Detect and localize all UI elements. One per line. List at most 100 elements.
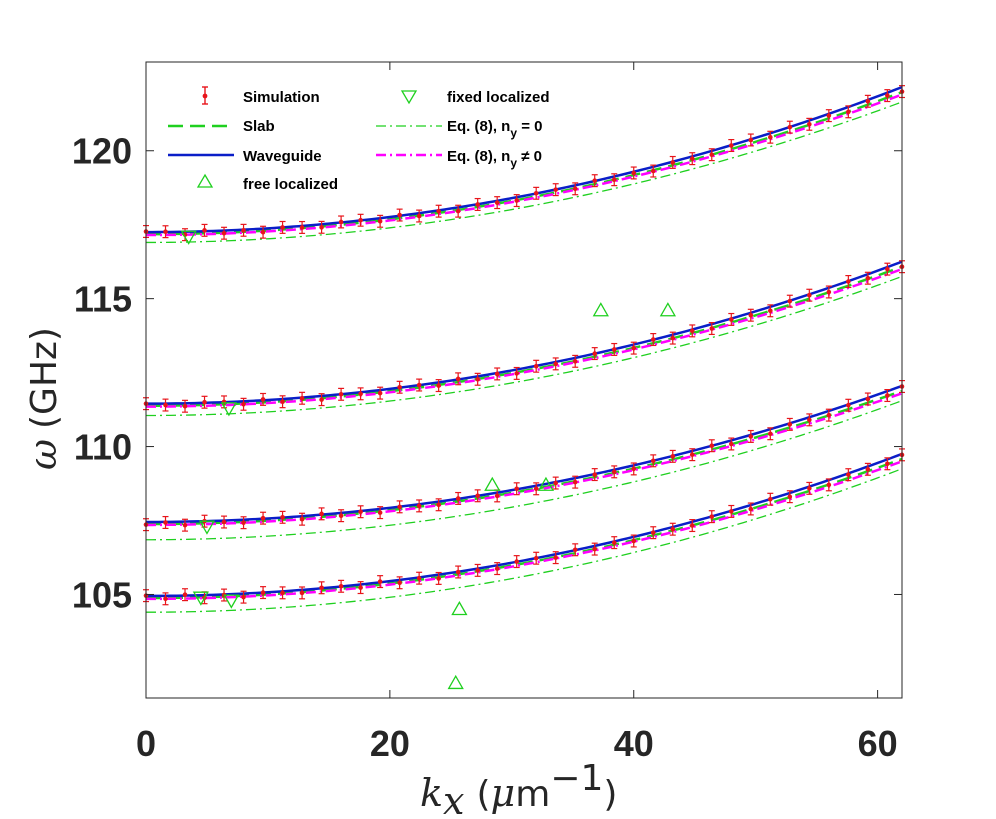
x-axis-var: k bbox=[420, 771, 443, 815]
x-axis-close: ) bbox=[603, 774, 617, 815]
simulation-point bbox=[455, 208, 461, 214]
simulation-point bbox=[807, 417, 812, 423]
curves-layer bbox=[145, 85, 903, 613]
y-tick-label: 120 bbox=[72, 131, 132, 172]
curve-eq8-nyne0-branch-4 bbox=[145, 93, 903, 237]
simulation-point bbox=[748, 312, 754, 318]
simulation-point bbox=[455, 569, 461, 575]
curve-waveguide-branch-4 bbox=[145, 85, 903, 234]
simulation-point bbox=[260, 590, 266, 595]
simulation-point bbox=[358, 509, 363, 515]
curve-eq8-nyne0-branch-3 bbox=[145, 267, 903, 408]
simulation-point bbox=[338, 583, 344, 589]
simulation-point bbox=[553, 361, 559, 367]
curve-eq8-ny0-branch-1 bbox=[145, 468, 903, 613]
free-localized-marker bbox=[592, 302, 609, 317]
legend-label-waveguide: Waveguide bbox=[243, 148, 322, 165]
legend-simulation-dot bbox=[202, 93, 208, 99]
simulation-point bbox=[846, 472, 851, 477]
legend-entry-fixed-localized: fixed localized bbox=[400, 89, 550, 106]
simulation-point bbox=[846, 109, 851, 115]
simulation-point bbox=[807, 122, 812, 127]
simulation-point bbox=[475, 202, 480, 207]
legend-label-free-localized: free localized bbox=[243, 176, 338, 193]
simulation-point bbox=[338, 219, 344, 225]
simulation-point bbox=[358, 217, 363, 223]
x-axis-sub: x bbox=[443, 779, 464, 819]
simulation-point bbox=[592, 546, 598, 552]
legend-eq8-ny0-sub: y bbox=[510, 126, 517, 140]
simulation-point bbox=[182, 592, 188, 597]
simulation-point bbox=[572, 186, 578, 192]
simulation-point bbox=[807, 292, 812, 298]
simulation-point bbox=[670, 526, 676, 532]
y-tick-label: 110 bbox=[74, 427, 132, 468]
curve-eq8-nyne0-branch-1 bbox=[145, 460, 903, 601]
simulation-point bbox=[377, 390, 383, 396]
simulation-point bbox=[846, 279, 851, 284]
simulation-point bbox=[553, 187, 559, 192]
simulation-point bbox=[241, 520, 246, 526]
simulation-point bbox=[748, 506, 754, 512]
legend-label-slab: Slab bbox=[243, 118, 275, 135]
simulation-point bbox=[319, 585, 324, 591]
simulation-point bbox=[377, 579, 383, 584]
x-axis-open: ( bbox=[476, 774, 490, 815]
simulation-point bbox=[358, 585, 363, 590]
simulation-point bbox=[689, 328, 695, 334]
simulation-point bbox=[514, 198, 519, 203]
simulation-point bbox=[397, 504, 402, 510]
simulation-point bbox=[650, 530, 656, 535]
simulation-point bbox=[514, 371, 519, 376]
simulation-point bbox=[611, 540, 617, 545]
simulation-point bbox=[260, 397, 266, 402]
simulation-point bbox=[280, 225, 285, 230]
simulation-point bbox=[768, 134, 773, 140]
simulation-point bbox=[572, 479, 578, 485]
simulation-point bbox=[338, 392, 344, 397]
simulation-point bbox=[416, 575, 422, 581]
simulation-point bbox=[280, 590, 285, 596]
simulation-point bbox=[494, 493, 500, 499]
fixed-localized-marker bbox=[198, 520, 216, 535]
simulation-point bbox=[709, 514, 715, 519]
free-localized-marker bbox=[484, 476, 501, 491]
simulation-point bbox=[416, 503, 422, 509]
simulation-point bbox=[885, 93, 890, 98]
simulation-point bbox=[280, 515, 285, 520]
simulation-point bbox=[611, 177, 617, 183]
simulation-point bbox=[709, 443, 715, 449]
simulation-point bbox=[514, 486, 519, 492]
fixed-localized-marker bbox=[192, 591, 209, 606]
simulation-point bbox=[221, 230, 227, 236]
curve-eq8-ny0-branch-3 bbox=[145, 275, 903, 417]
x-tick-label: 20 bbox=[370, 723, 410, 764]
simulation-point bbox=[865, 98, 871, 104]
simulation-point bbox=[436, 383, 441, 388]
y-tick-label: 105 bbox=[72, 574, 132, 615]
legend-eq8-ny0-main: Eq. (8), n bbox=[447, 118, 510, 135]
markers-layer bbox=[143, 85, 905, 690]
simulation-point bbox=[163, 596, 168, 602]
simulation-point bbox=[514, 559, 519, 564]
simulation-point bbox=[689, 523, 695, 528]
simulation-point bbox=[182, 403, 188, 409]
simulation-point bbox=[768, 308, 773, 314]
x-tick-label: 40 bbox=[614, 723, 654, 764]
simulation-point bbox=[885, 461, 890, 467]
legend-label-simulation: Simulation bbox=[243, 89, 320, 106]
simulation-point bbox=[709, 326, 715, 331]
legend-free-localized-marker bbox=[196, 173, 214, 188]
simulation-point bbox=[826, 289, 832, 295]
legend-entry-free-localized: free localized bbox=[196, 173, 338, 193]
simulation-point bbox=[728, 143, 734, 148]
simulation-point bbox=[846, 402, 851, 408]
simulation-point bbox=[826, 113, 832, 118]
simulation-point bbox=[202, 228, 207, 233]
legend-eq8-nyne0-sub: y bbox=[510, 156, 517, 170]
x-axis-label: kx (μm−1) bbox=[420, 758, 617, 819]
simulation-point bbox=[280, 399, 285, 405]
simulation-point bbox=[787, 494, 793, 500]
x-tick-label: 0 bbox=[136, 723, 156, 764]
